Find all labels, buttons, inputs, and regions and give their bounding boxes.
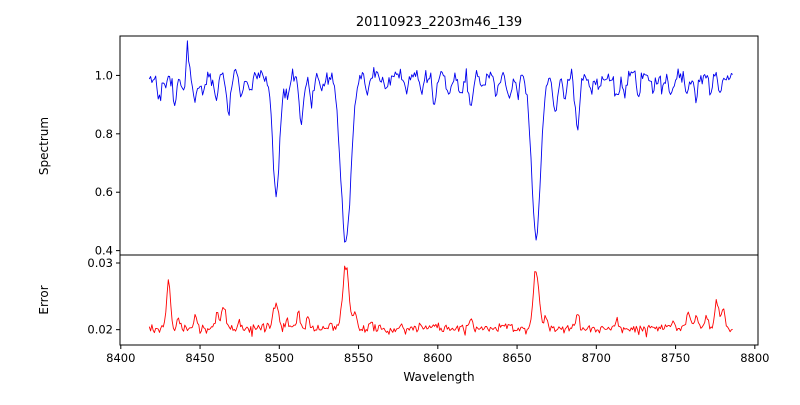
spectrum-y-tick-label: 0.6 — [95, 185, 113, 199]
spectrum-line — [148, 40, 733, 243]
error-line — [148, 265, 733, 338]
x-tick-label: 8450 — [185, 351, 214, 365]
x-axis-label: Wavelength — [403, 370, 474, 384]
spectrum-series-group — [148, 40, 733, 243]
spectrum-panel-border — [119, 35, 759, 256]
chart-title: 20110923_2203m46_139 — [356, 15, 522, 30]
error-y-tick-label: 0.03 — [87, 256, 113, 270]
error-panel-border — [119, 254, 759, 346]
error-y-tick-label: 0.02 — [87, 323, 113, 337]
spectrum-y-axis-label: Spectrum — [37, 117, 51, 175]
error-series-group — [148, 265, 733, 338]
spectrum-y-tick-label: 1.0 — [95, 68, 113, 82]
spectrum-y-tick-label: 0.8 — [95, 127, 113, 141]
x-tick-label: 8400 — [106, 351, 135, 365]
x-tick-label: 8700 — [582, 351, 611, 365]
x-tick-label: 8650 — [502, 351, 531, 365]
x-tick-label: 8600 — [423, 351, 452, 365]
x-tick-label: 8500 — [265, 351, 294, 365]
spectrum-y-tick-label: 0.4 — [95, 244, 113, 258]
x-tick-label: 8750 — [661, 351, 690, 365]
error-y-axis-label: Error — [37, 285, 51, 314]
plot-layer: 0.4 0.6 0.8 1.0 0.02 0.03 8400 8450 8500 8550 8600… — [87, 35, 769, 365]
x-tick-label: 8800 — [740, 351, 769, 365]
x-tick-label: 8550 — [344, 351, 373, 365]
